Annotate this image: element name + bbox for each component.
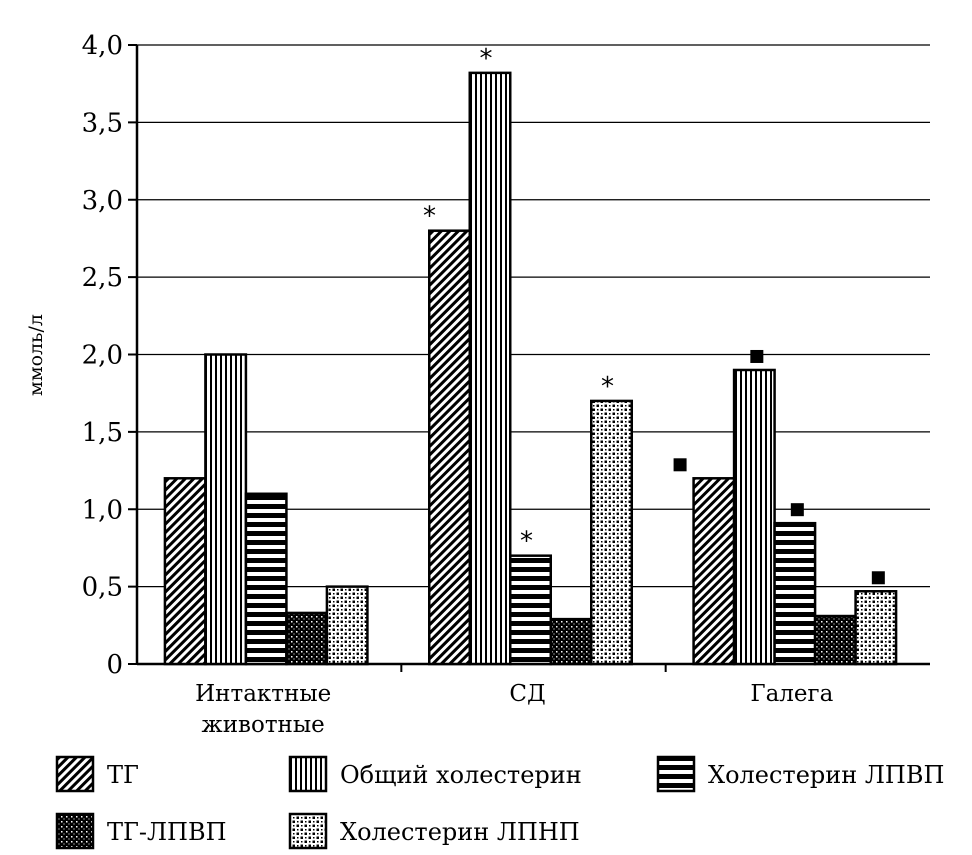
legend-item: ТГ — [55, 755, 139, 793]
legend-item: Холестерин ЛПНП — [288, 812, 580, 850]
bar — [549, 617, 593, 666]
bar — [163, 477, 207, 666]
significance-star: * — [423, 202, 436, 232]
y-tick-label: 1,0 — [82, 495, 123, 525]
y-tick-label: 0,5 — [82, 573, 123, 603]
legend-label: Общий холестерин — [340, 761, 582, 789]
legend-label: ТГ-ЛПВП — [107, 818, 227, 846]
y-tick-label: 2,5 — [82, 263, 123, 293]
significance-star: * — [601, 372, 614, 402]
y-tick-label: 3,0 — [82, 186, 123, 216]
significance-square — [790, 503, 804, 517]
bar — [244, 492, 288, 666]
bar — [692, 477, 736, 666]
bar — [325, 585, 369, 666]
y-tick-label: 0 — [106, 650, 123, 680]
bar — [285, 611, 329, 666]
axis-labels: 0 0,5 1,0 1,5 2,0 2,5 3,0 3,5 4,0 ммоль/л Интактны… — [25, 31, 834, 738]
legend-swatch — [55, 755, 95, 793]
bar — [468, 71, 512, 666]
significance-star: * — [520, 527, 533, 557]
category-label: Интактные — [195, 681, 331, 707]
significance-star: * — [480, 44, 493, 74]
bar — [813, 614, 857, 666]
significance-square — [871, 571, 885, 585]
legend-label: Холестерин ЛПНП — [340, 818, 580, 846]
bar — [773, 521, 817, 666]
legend-label: Холестерин ЛПВП — [708, 761, 944, 789]
legend-swatch — [656, 755, 696, 793]
y-tick-label: 2,0 — [82, 341, 123, 371]
legend-item: Общий холестерин — [288, 755, 582, 793]
significance-markers: * * * * — [423, 44, 885, 585]
legend-swatch — [288, 812, 328, 850]
y-axis-label: ммоль/л — [25, 314, 47, 396]
y-tick-label: 4,0 — [82, 31, 123, 61]
bar — [732, 368, 776, 666]
legend: ТГ Общий холестерин Холестерин ЛПВП ТГ-ЛПВП… — [55, 755, 944, 850]
bar — [509, 554, 552, 666]
legend-item: Холестерин ЛПВП — [656, 755, 944, 793]
bar — [854, 590, 898, 666]
y-tick-label: 1,5 — [82, 418, 123, 448]
category-label: животные — [202, 712, 325, 738]
y-tick-label: 3,5 — [82, 108, 123, 138]
legend-swatch — [55, 812, 95, 850]
bar — [590, 399, 633, 666]
bar — [204, 353, 248, 666]
category-label: СД — [509, 681, 545, 707]
category-label: Галега — [750, 681, 833, 707]
bar — [428, 229, 471, 666]
significance-square — [750, 349, 764, 363]
legend-swatch — [288, 755, 328, 793]
legend-label: ТГ — [107, 761, 139, 789]
significance-square — [673, 458, 687, 472]
bars — [163, 71, 898, 666]
legend-item: ТГ-ЛПВП — [55, 812, 227, 850]
